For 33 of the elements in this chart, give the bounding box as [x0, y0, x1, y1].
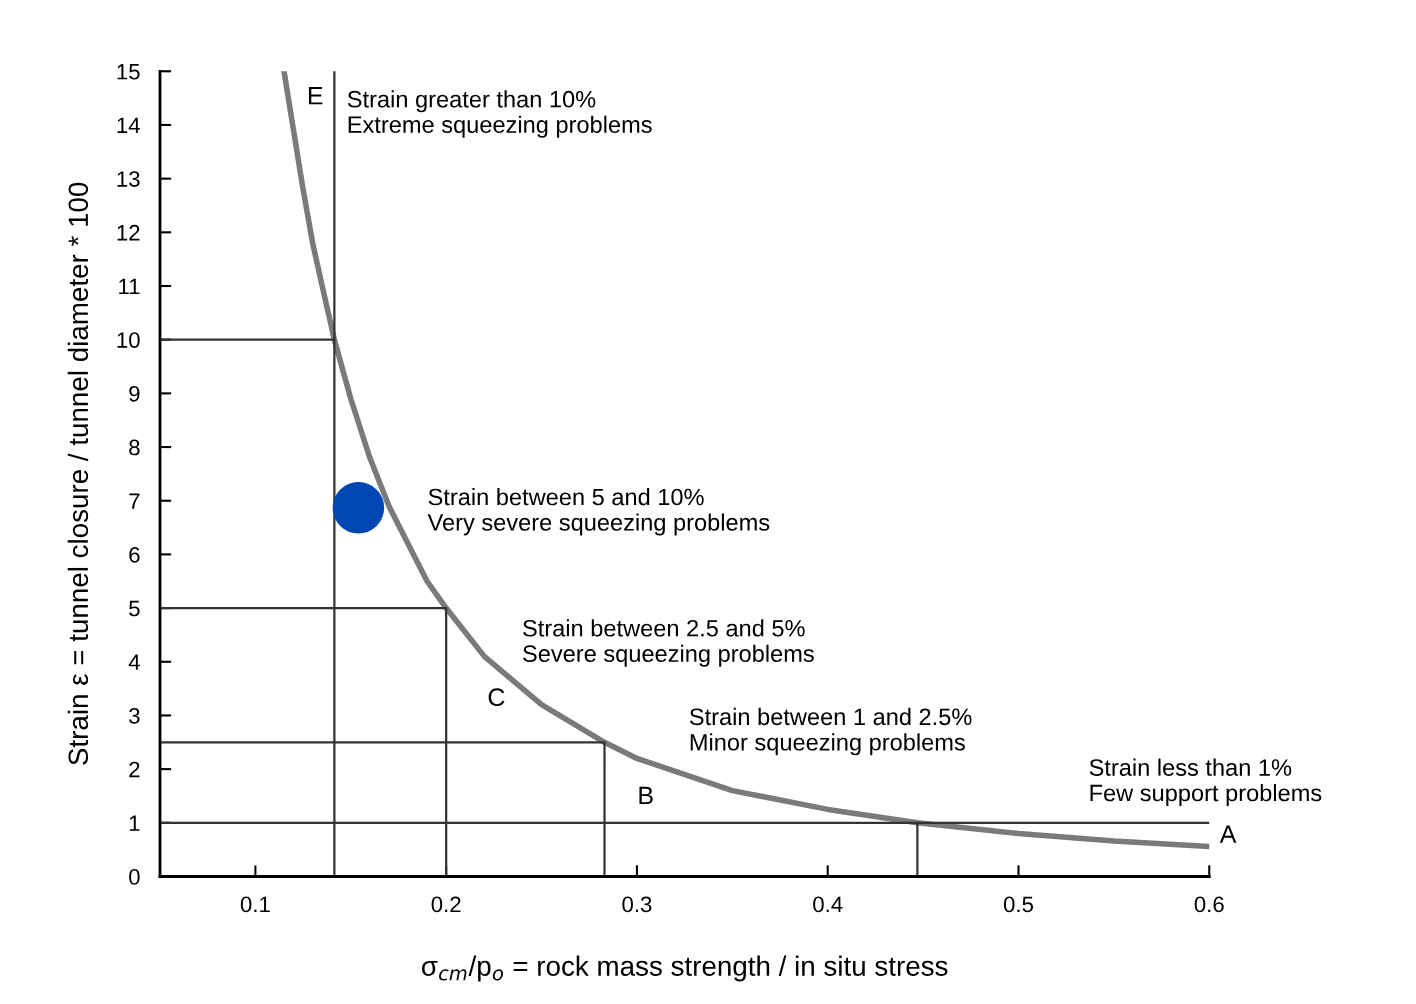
y-tick-label: 15	[117, 64, 140, 80]
annotation: Strain less than 1% Few support problems	[1089, 758, 1322, 806]
x-tick-label: 0.6	[1194, 896, 1224, 913]
y-tick-label: 10	[117, 332, 140, 348]
y-tick-label: 1	[129, 815, 140, 831]
y-tick-label: 12	[117, 224, 140, 241]
y-tick-label: 3	[129, 707, 140, 724]
annotation: C	[488, 688, 505, 707]
annotation: Strain greater than 10% Extreme squeezing problems	[347, 90, 652, 138]
x-tick-label: 0.2	[431, 896, 461, 913]
y-tick-label: 4	[128, 654, 140, 670]
y-tick-label: 14	[117, 117, 140, 134]
y-tick-label: 6	[129, 546, 140, 563]
y-tick-label: 8	[129, 439, 140, 456]
text: A	[1219, 825, 1237, 843]
annotation: E	[308, 87, 323, 105]
annotation: Strain between 5 and 10% Very severe squeezing problems	[427, 488, 770, 536]
x-tick-label: 0.4	[813, 896, 843, 913]
y-tick-label: 2	[129, 761, 140, 778]
y-tick-label: 13	[117, 171, 140, 187]
annotation: Strain between 1 and 2.5% Minor squeezing problems	[689, 707, 972, 756]
x-axis-title: σ$_{cm}$/p$_{o}$ = rock mass strength / in situ stress	[421, 955, 948, 982]
y-tick-label: 7	[129, 493, 140, 509]
y-tick-label: 11	[119, 278, 140, 295]
y-tick-label: 5	[129, 600, 140, 617]
x-tick-label: 0.1	[240, 896, 270, 913]
x-tick-label: 0.5	[1003, 896, 1034, 913]
y-tick-label: 9	[129, 385, 140, 402]
y-tick-label: 0	[129, 869, 140, 885]
annotation: Strain between 2.5 and 5% Severe squeezing problems	[523, 619, 814, 667]
y-axis-title: Strain ε = tunnel closure / tunnel diameter * 100	[67, 182, 89, 765]
x-tick-label: 0.3	[622, 896, 652, 913]
annotation: B	[639, 786, 653, 805]
